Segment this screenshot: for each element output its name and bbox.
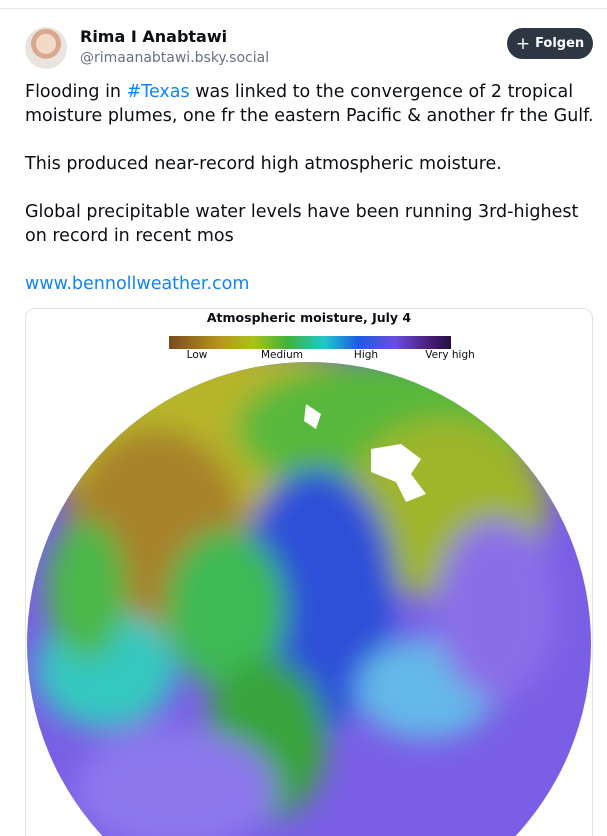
paragraph: This produced near-record high atmospher… [25, 154, 502, 174]
image-title: Atmospheric moisture, July 4 [206, 310, 412, 325]
avatar[interactable] [25, 27, 67, 69]
paragraph: Global precipitable water levels have be… [25, 202, 579, 246]
follow-label: Folgen [535, 36, 585, 51]
link[interactable]: www.bennollweather.com [25, 274, 250, 294]
legend-label: High [353, 349, 379, 361]
author-name[interactable]: Rima I Anabtawi [80, 27, 228, 46]
hashtag[interactable]: #Texas [126, 82, 190, 102]
image-card[interactable]: Atmospheric moisture, July 4 Low Medium … [25, 308, 593, 836]
author-handle[interactable]: @rimaanabtawi.bsky.social [80, 50, 270, 66]
color-bar [169, 336, 451, 349]
text: was linked to the convergence of 2 tropi… [25, 82, 594, 126]
paragraph: Flooding in #Texas was linked to the con… [25, 80, 595, 128]
globe-map [27, 362, 591, 836]
legend-label: Very high [425, 349, 475, 361]
divider [0, 8, 607, 9]
legend-label: Low [186, 349, 208, 361]
post-text: Flooding in #Texas was linked to the con… [25, 80, 595, 320]
follow-button[interactable]: + Folgen [507, 28, 593, 59]
text: Flooding in [25, 82, 127, 102]
legend-label: Medium [261, 349, 303, 361]
